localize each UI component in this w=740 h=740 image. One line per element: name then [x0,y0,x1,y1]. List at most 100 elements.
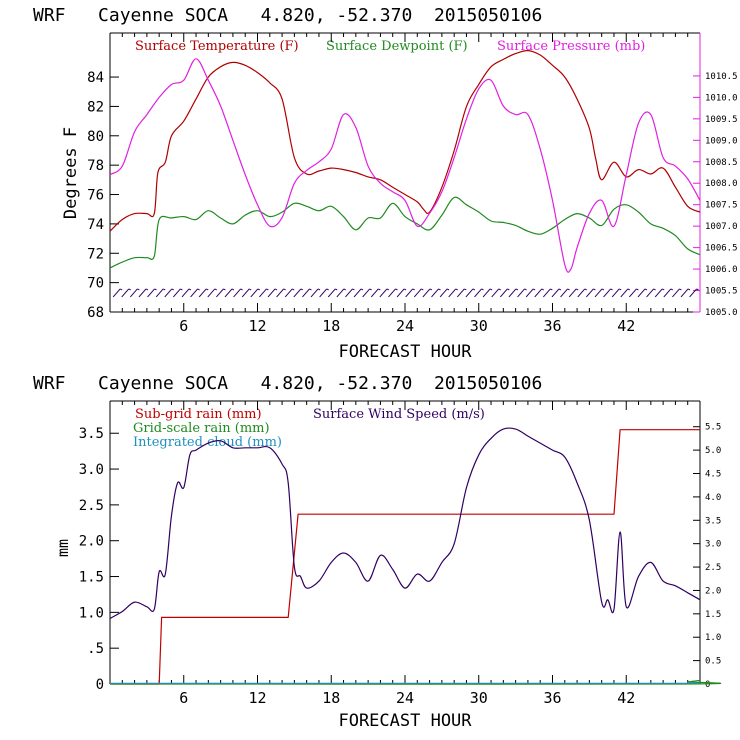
wind-barb [577,288,586,298]
top-x-tick-label: 12 [248,317,266,335]
top-right-y-tick-label: 1006.0 [705,265,738,275]
wind-barb [267,288,276,298]
top-right-y-tick-label: 1009.5 [705,115,738,125]
bottom-right-y-tick-label: 4.5 [705,470,721,480]
wind-barb-flag [386,288,390,291]
wind-barb [422,288,431,298]
wind-barb [164,288,173,298]
wind-barb [465,288,474,298]
wind-barb [293,288,302,298]
wind-barb-flag [274,288,278,291]
top-y-tick-label: 76 [87,188,104,204]
bottom-panel-y-axis-label: mm [54,539,72,557]
wind-barb-flag [343,288,347,291]
wind-barb [224,288,233,298]
top-x-tick-label: 18 [322,317,340,335]
bottom-y-tick-label: 3.0 [79,462,104,478]
wind-barb-flag [292,288,295,291]
plot-layer: 6 12 18 24 30 36 42 68 70 72 74 76 78 80 82 84 1005.0 100… [79,32,738,707]
wind-barb [448,288,457,298]
top-right-y-tick-label: 1010.0 [705,93,738,103]
bottom-y-tick-label: .5 [87,641,104,657]
wind-barb-flag [205,288,209,291]
bottom-right-y-tick-label: 2.5 [705,563,721,573]
top-right-y-tick-label: 1009.0 [705,136,738,146]
bottom-right-y-tick-label: 1.5 [705,610,721,620]
wind-barb [611,288,620,298]
bottom-right-y-tick-label: 5.5 [705,423,721,433]
bottom-y-tick-label: 0 [96,677,104,693]
wind-barb-flag [567,288,570,291]
wind-barb-flag [403,288,407,291]
wind-barb-flag [472,288,476,291]
wind-barb [241,288,250,298]
wind-barb-flag [197,288,200,291]
wind-barb-flag [687,288,691,291]
wind-barb [112,288,121,298]
wind-barb [560,288,568,298]
wind-barb [672,288,680,298]
top-y-tick-label: 78 [87,158,104,174]
wind-barb [310,288,319,298]
wind-barb [147,288,155,298]
wind-barb [172,288,181,298]
wind-barb [508,288,517,298]
wind-barb-flag [128,288,131,291]
wind-barb [491,288,500,298]
wind-barb [155,288,164,298]
top-right-y-tick-label: 1007.0 [705,222,738,232]
top-x-tick-label: 30 [470,317,488,335]
wind-barb-flag [223,288,226,291]
wind-barb [517,288,525,298]
top-y-tick-label: 70 [87,276,104,292]
wind-barb [181,288,190,298]
wind-barb-flag [661,288,665,291]
wind-barb-flag [679,288,682,291]
wind-barb [482,288,491,298]
bottom-y-tick-label: 2.0 [79,534,104,550]
wind-barb-flag [119,288,123,291]
wind-barb-flag [154,288,157,291]
bottom-right-y-tick-label: 0 [705,680,710,690]
wind-barb-flag [300,288,304,291]
wind-barb [689,288,698,298]
wind-barb-flag [618,288,622,291]
wind-barb-flag [575,288,579,291]
wind-barb-flag [412,288,415,291]
top-panel-legend: Surface Temperature (F) Surface Dewpoint… [135,39,645,54]
wind-barb-flag [601,288,605,291]
wind-barb-flag [231,288,235,291]
wind-barb [207,288,216,298]
top-x-tick-label: 6 [179,317,188,335]
top-right-y-tick-label: 1008.0 [705,179,738,189]
bottom-x-tick-label: 24 [396,689,414,707]
wind-barb-flag [145,288,149,291]
bottom-right-y-tick-label: 5.0 [705,446,721,456]
bottom-x-tick-label: 42 [617,689,635,707]
sub-grid-rain-line [110,429,700,685]
top-panel-title: WRF Cayenne SOCA 4.820, -52.370 20150501… [33,5,542,26]
wind-barb [499,288,508,298]
wind-barb [319,288,328,298]
wind-barb-flag [421,288,424,291]
bottom-x-tick-label: 36 [543,689,561,707]
wind-barb [379,288,388,298]
wind-barb [474,288,482,298]
top-y-tick-label: 84 [87,70,104,86]
bottom-right-y-tick-label: 0.5 [705,657,721,667]
wind-barb-flag [352,288,355,291]
wind-barb-flag [309,288,312,291]
wind-barb-flag [515,288,519,291]
wind-barb-flag [446,288,450,291]
wind-barb [551,288,560,298]
top-right-y-tick-label: 1006.5 [705,244,738,254]
wind-barb [439,288,448,298]
wind-barb [405,288,414,298]
wind-barb [542,288,551,298]
wind-barb-flag [489,288,493,291]
wind-barb [336,288,345,298]
grid-scale-rain-line [109,679,722,685]
wind-barb-flag [369,288,372,291]
wind-barb-flag [188,288,192,291]
wind-barb-flag [283,288,286,291]
